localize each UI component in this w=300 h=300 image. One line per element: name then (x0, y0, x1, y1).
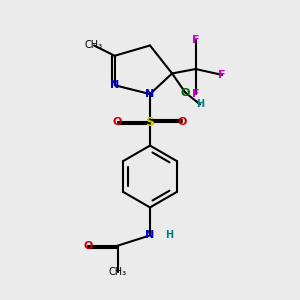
Text: S: S (146, 116, 154, 128)
Text: F: F (218, 70, 226, 80)
Text: O: O (83, 241, 93, 251)
Text: H: H (165, 230, 173, 240)
Text: CH₃: CH₃ (109, 267, 127, 277)
Text: O: O (181, 88, 190, 98)
Text: H: H (196, 99, 204, 110)
Text: O: O (178, 117, 187, 127)
Text: CH₃: CH₃ (85, 40, 103, 50)
Text: N: N (146, 230, 154, 240)
Text: N: N (110, 80, 119, 90)
Text: F: F (192, 34, 200, 45)
Text: F: F (192, 89, 200, 99)
Text: N: N (146, 89, 154, 99)
Text: O: O (113, 117, 122, 127)
